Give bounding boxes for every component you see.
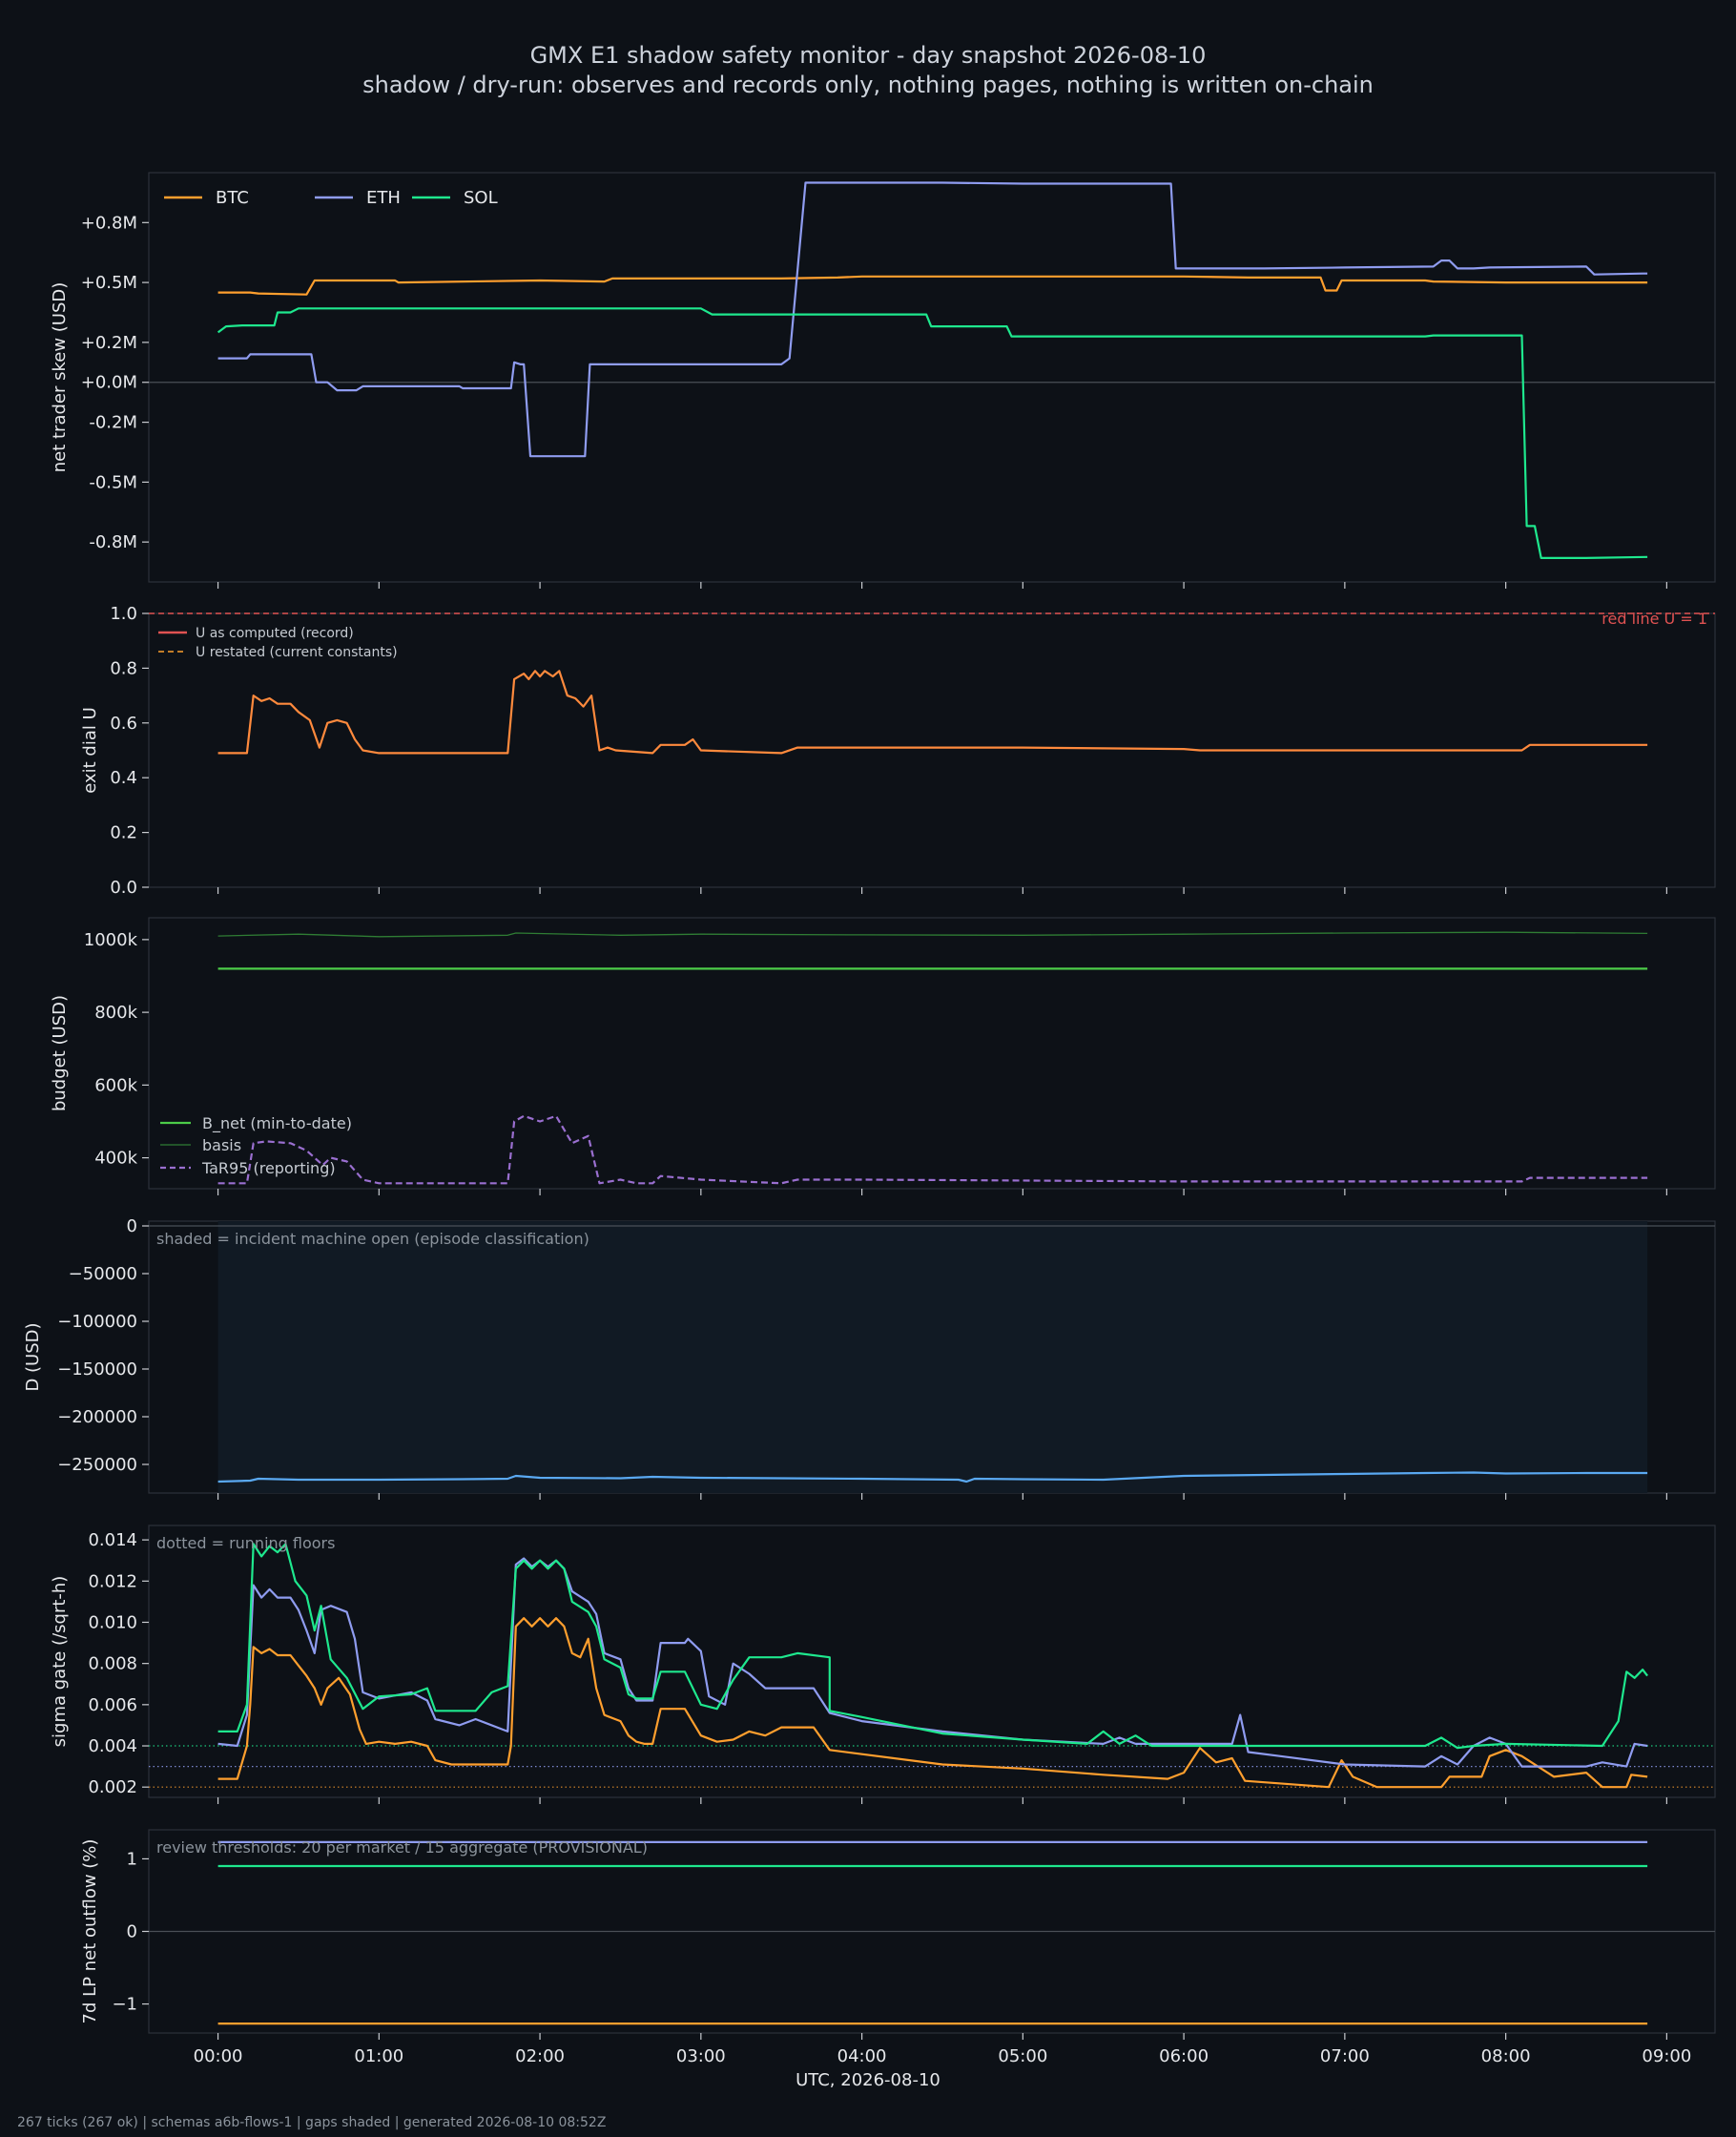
legend-label: ETH	[366, 188, 401, 208]
series-line-sol	[217, 307, 1648, 560]
y-tick-label: -0.8M	[89, 532, 137, 552]
legend-label: SOL	[464, 188, 498, 208]
legend-label: B_net (min-to-date)	[202, 1114, 352, 1133]
y-axis-label: exit dial U	[80, 707, 100, 794]
y-tick-label: 1	[127, 1849, 137, 1869]
legend-label: U restated (current constants)	[196, 645, 398, 660]
panel-note: shaded = incident machine open (episode …	[156, 1230, 589, 1248]
y-tick-label: 600k	[94, 1075, 137, 1095]
panel-note: dotted = running floors	[156, 1534, 335, 1552]
y-tick-label: −200000	[57, 1407, 137, 1427]
y-tick-label: 0.006	[88, 1695, 137, 1715]
y-tick-label: 400k	[94, 1149, 137, 1169]
panel-lpflow: 00:00 01:00 02:00 03:00 04:00 05:00 06:00 07:00…	[80, 1829, 1716, 2066]
y-tick-label: -0.2M	[89, 413, 137, 433]
series-line-eth	[217, 181, 1648, 458]
series-line-btc	[217, 1617, 1648, 1789]
x-tick-label: 00:00	[194, 2046, 243, 2066]
panel-exitdial: 1.0 0.8 0.6 0.4 0.2 0.0 exit dial U red line U …	[80, 604, 1716, 898]
series-line-d	[217, 1471, 1648, 1483]
y-tick-label: 1.0	[110, 604, 137, 624]
x-tick-label: 05:00	[998, 2046, 1047, 2066]
red-line-label: red line U = 1	[1602, 610, 1707, 628]
y-tick-label: −50000	[69, 1264, 137, 1284]
panel-drawdown: 0 −50000 −100000 −150000 −200000 −250000 D (US…	[23, 1216, 1716, 1500]
y-axis-label: net trader skew (USD)	[50, 282, 70, 473]
y-tick-label: −100000	[57, 1312, 137, 1332]
x-tick-label: 08:00	[1481, 2046, 1531, 2066]
y-tick-label: −1	[112, 1995, 137, 2015]
y-tick-label: 800k	[94, 1003, 137, 1023]
x-tick-label: 02:00	[515, 2046, 565, 2066]
y-tick-label: 0	[127, 1922, 137, 1942]
x-tick-label: 06:00	[1159, 2046, 1209, 2066]
figure-subtitle: shadow / dry-run: observes and records o…	[362, 72, 1374, 98]
y-tick-label: 0.012	[88, 1571, 137, 1591]
series-line-tar95-reporting	[217, 1114, 1648, 1185]
series-line-sol	[217, 1543, 1648, 1750]
y-tick-label: 0.8	[110, 658, 137, 678]
y-axis-label: sigma gate (/sqrt-h)	[50, 1576, 70, 1748]
panels: +0.8M +0.5M +0.2M +0.0M -0.2M -0.5M -0.8M net t…	[23, 172, 1716, 2066]
y-axis-label: 7d LP net outflow (%)	[80, 1839, 100, 2024]
x-tick-label: 04:00	[837, 2046, 887, 2066]
y-axis-label: D (USD)	[23, 1322, 43, 1391]
panel-frame-skew	[148, 172, 1716, 583]
y-tick-label: 0.002	[88, 1777, 137, 1797]
y-tick-label: 0.014	[88, 1530, 137, 1550]
legend-label: U as computed (record)	[196, 626, 354, 641]
figure-title: GMX E1 shadow safety monitor - day snaps…	[530, 42, 1207, 69]
series-line-u-as-computed-record	[217, 670, 1648, 755]
y-tick-label: 0.6	[110, 714, 137, 734]
y-tick-label: +0.5M	[81, 273, 137, 293]
x-tick-label: 01:00	[354, 2046, 403, 2066]
y-tick-label: +0.2M	[81, 333, 137, 353]
y-tick-label: −250000	[57, 1455, 137, 1475]
panel-note: review thresholds: 20 per market / 15 ag…	[156, 1838, 648, 1857]
x-tick-label: 09:00	[1642, 2046, 1691, 2066]
y-tick-label: 0.4	[110, 768, 137, 788]
y-axis-label: budget (USD)	[50, 995, 70, 1111]
x-tick-label: 03:00	[676, 2046, 726, 2066]
y-tick-label: +0.8M	[81, 213, 137, 233]
panel-skew: +0.8M +0.5M +0.2M +0.0M -0.2M -0.5M -0.8M net t…	[50, 172, 1716, 589]
y-tick-label: -0.5M	[89, 472, 137, 492]
legend-label: TaR95 (reporting)	[201, 1159, 336, 1177]
panel-frame-budget	[148, 917, 1716, 1190]
series-line-eth	[217, 1557, 1648, 1768]
y-tick-label: +0.0M	[81, 373, 137, 393]
series-line-btc	[217, 275, 1648, 296]
x-tick-label: 07:00	[1320, 2046, 1370, 2066]
x-axis-label: UTC, 2026-08-10	[796, 2070, 940, 2090]
panel-budget: 1000k 800k 600k 400k budget (USD) B_net (min-…	[50, 917, 1716, 1195]
y-tick-label: 0	[127, 1216, 137, 1236]
panel-sigma: 0.014 0.012 0.010 0.008 0.006 0.004 0.002 sigma…	[50, 1525, 1716, 1804]
shaded-region	[217, 1221, 1648, 1493]
y-tick-label: 0.008	[88, 1654, 137, 1674]
series-line-basis	[217, 931, 1648, 938]
panel-frame-sigma	[148, 1525, 1716, 1798]
legend-label: BTC	[216, 188, 249, 208]
y-tick-label: 0.0	[110, 878, 137, 898]
y-tick-label: 0.2	[110, 823, 137, 843]
y-tick-label: 0.004	[88, 1736, 137, 1756]
y-tick-label: 0.010	[88, 1612, 137, 1632]
footer-status: 267 ticks (267 ok) | schemas a6b-flows-1…	[17, 2115, 606, 2130]
legend-label: basis	[202, 1136, 241, 1154]
y-tick-label: −150000	[57, 1359, 137, 1380]
y-tick-label: 1000k	[84, 930, 138, 950]
